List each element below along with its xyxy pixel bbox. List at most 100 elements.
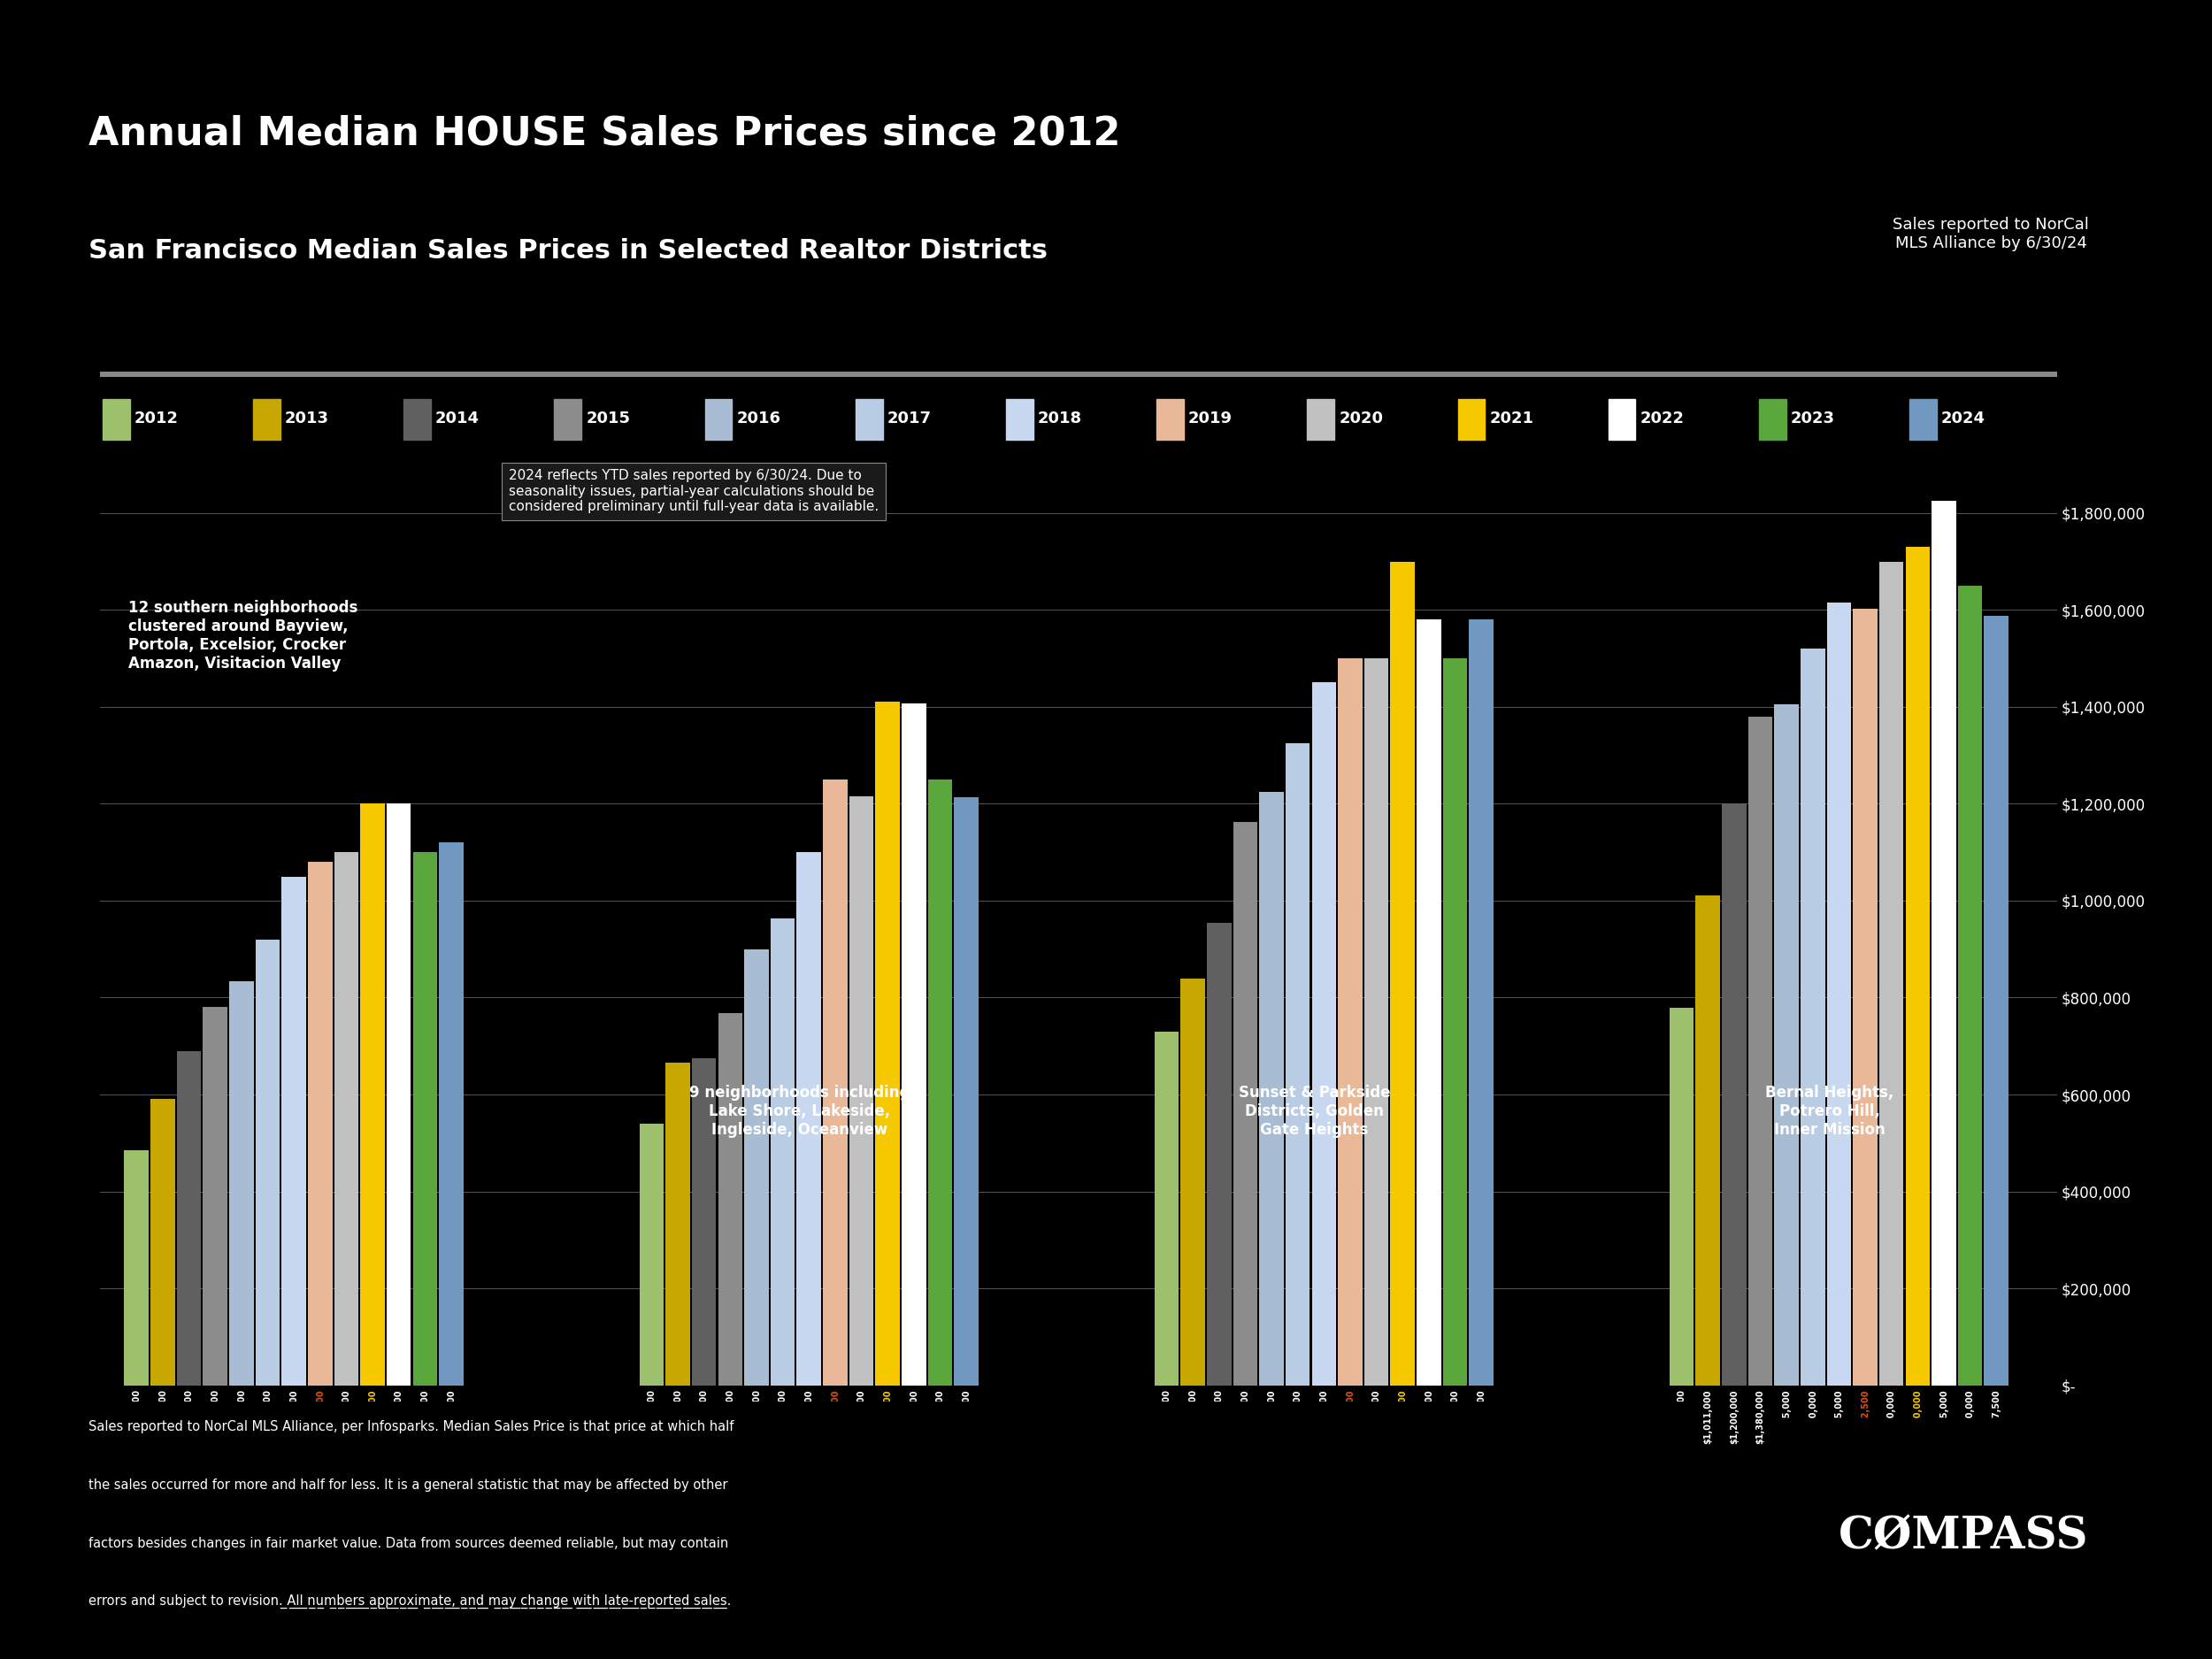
Bar — [902, 703, 927, 1385]
Bar — [1312, 682, 1336, 1385]
Text: $1,520,000: $1,520,000 — [1809, 1389, 1818, 1443]
Bar — [1608, 398, 1635, 440]
Bar — [849, 796, 874, 1385]
Text: $1,200,000: $1,200,000 — [1730, 1389, 1739, 1443]
Bar — [1958, 586, 1982, 1385]
Bar — [1759, 398, 1785, 440]
Bar — [414, 853, 438, 1385]
Text: $768,000: $768,000 — [726, 1389, 734, 1435]
Text: Bernal Heights,
Potrero Hill,
Inner Mission: Bernal Heights, Potrero Hill, Inner Miss… — [1765, 1085, 1893, 1138]
Text: $1,250,000: $1,250,000 — [936, 1389, 945, 1443]
Text: Sales reported to NorCal MLS Alliance, per Infosparks. Median Sales Price is tha: Sales reported to NorCal MLS Alliance, p… — [88, 1420, 734, 1433]
Text: $1,580,000: $1,580,000 — [1478, 1389, 1486, 1443]
Bar — [743, 949, 768, 1385]
Bar — [1285, 743, 1310, 1385]
Text: $1,825,000: $1,825,000 — [1940, 1389, 1949, 1443]
Bar — [1307, 398, 1334, 440]
Text: $1,650,000: $1,650,000 — [1966, 1389, 1975, 1443]
Text: $779,500: $779,500 — [1677, 1389, 1686, 1435]
Bar — [1391, 561, 1416, 1385]
Text: $540,000: $540,000 — [648, 1389, 657, 1435]
Bar — [1458, 398, 1484, 440]
Bar — [666, 1063, 690, 1385]
Text: factors besides changes in fair market value. Data from sources deemed reliable,: factors besides changes in fair market v… — [88, 1536, 728, 1550]
Text: $1,100,000: $1,100,000 — [420, 1389, 429, 1443]
Bar — [692, 1058, 717, 1385]
Bar — [1697, 896, 1721, 1385]
Bar — [204, 1007, 228, 1385]
Bar — [555, 398, 582, 440]
Text: 2017: 2017 — [887, 411, 931, 426]
Text: 9 neighborhoods including
Lake Shore, Lakeside,
Ingleside, Oceanview: 9 neighborhoods including Lake Shore, La… — [690, 1085, 909, 1138]
Bar — [438, 843, 465, 1385]
Bar — [1155, 1032, 1179, 1385]
Text: $1,500,000: $1,500,000 — [1451, 1389, 1460, 1443]
Bar — [1157, 398, 1183, 440]
Text: $1,580,000: $1,580,000 — [1425, 1389, 1433, 1443]
Text: 2022: 2022 — [1639, 411, 1683, 426]
Text: $1,200,000: $1,200,000 — [394, 1389, 403, 1443]
Text: $1,101,000: $1,101,000 — [805, 1389, 814, 1443]
Text: $1,410,000: $1,410,000 — [883, 1389, 891, 1443]
Text: 2015: 2015 — [586, 411, 630, 426]
Text: 2020: 2020 — [1338, 411, 1382, 426]
Bar — [1827, 602, 1851, 1385]
Text: $1,325,000: $1,325,000 — [1294, 1389, 1303, 1443]
Text: $1,100,000: $1,100,000 — [343, 1389, 352, 1443]
Text: 2024: 2024 — [1942, 411, 1986, 426]
Bar — [770, 919, 794, 1385]
Text: 2013: 2013 — [285, 411, 330, 426]
Bar — [307, 863, 332, 1385]
Bar — [387, 803, 411, 1385]
Text: $1,050,000: $1,050,000 — [290, 1389, 299, 1443]
Text: $730,000: $730,000 — [1161, 1389, 1170, 1435]
Text: $1,011,000: $1,011,000 — [1703, 1389, 1712, 1443]
Text: 2024 reflects YTD sales reported by 6/30/24. Due to
seasonality issues, partial-: 2024 reflects YTD sales reported by 6/30… — [509, 469, 878, 513]
Text: 2012: 2012 — [135, 411, 179, 426]
Bar — [1416, 619, 1440, 1385]
Bar — [1721, 803, 1745, 1385]
Text: $1,120,000: $1,120,000 — [447, 1389, 456, 1443]
Bar — [823, 780, 847, 1385]
Text: $1,080,000: $1,080,000 — [316, 1389, 325, 1443]
Text: $1,700,000: $1,700,000 — [1887, 1389, 1896, 1443]
Text: $840,000: $840,000 — [1188, 1389, 1197, 1435]
Text: $1,162,500: $1,162,500 — [1241, 1389, 1250, 1443]
Bar — [124, 1150, 148, 1385]
Bar — [1880, 561, 1905, 1385]
Text: 2018: 2018 — [1037, 411, 1082, 426]
Bar — [1006, 398, 1033, 440]
Text: the sales occurred for more and half for less. It is a general statistic that ma: the sales occurred for more and half for… — [88, 1478, 728, 1491]
Text: $920,000: $920,000 — [263, 1389, 272, 1435]
Bar — [1801, 649, 1825, 1385]
Text: 2021: 2021 — [1489, 411, 1533, 426]
Bar — [252, 398, 281, 440]
Text: CØMPASS: CØMPASS — [1838, 1515, 2088, 1559]
Bar — [102, 398, 131, 440]
Text: $1,407,500: $1,407,500 — [909, 1389, 918, 1443]
Text: San Francisco Median Sales Prices in Selected Realtor Districts: San Francisco Median Sales Prices in Sel… — [88, 237, 1048, 264]
Bar — [719, 1014, 743, 1385]
Bar — [150, 1100, 175, 1385]
Bar — [1469, 619, 1493, 1385]
Text: errors and subject to revision. ̲A̲l̲l̲ ̲n̲u̲m̲b̲e̲r̲s̲ ̲a̲p̲p̲r̲o̲x̲i̲m̲a̲t̲e̲,: errors and subject to revision. ̲A̲l̲l̲ … — [88, 1594, 732, 1609]
Text: $833,000: $833,000 — [237, 1389, 246, 1435]
Bar — [706, 398, 732, 440]
Bar — [1854, 609, 1878, 1385]
Text: $1,730,000: $1,730,000 — [1913, 1389, 1922, 1443]
Bar — [230, 982, 254, 1385]
Bar — [1232, 821, 1256, 1385]
Text: Annual Median HOUSE Sales Prices since 2012: Annual Median HOUSE Sales Prices since 2… — [88, 114, 1121, 153]
Bar — [1442, 659, 1467, 1385]
Bar — [1208, 922, 1232, 1385]
Text: $780,000: $780,000 — [210, 1389, 219, 1435]
Text: $1,405,000: $1,405,000 — [1783, 1389, 1792, 1443]
Text: $1,450,000: $1,450,000 — [1321, 1389, 1329, 1443]
Text: $590,000: $590,000 — [159, 1389, 168, 1435]
Bar — [876, 702, 900, 1385]
Text: $1,602,500: $1,602,500 — [1860, 1389, 1869, 1443]
Bar — [1338, 659, 1363, 1385]
Text: $1,250,000: $1,250,000 — [832, 1389, 841, 1443]
Text: $1,500,000: $1,500,000 — [1345, 1389, 1354, 1443]
Bar — [1259, 791, 1283, 1385]
